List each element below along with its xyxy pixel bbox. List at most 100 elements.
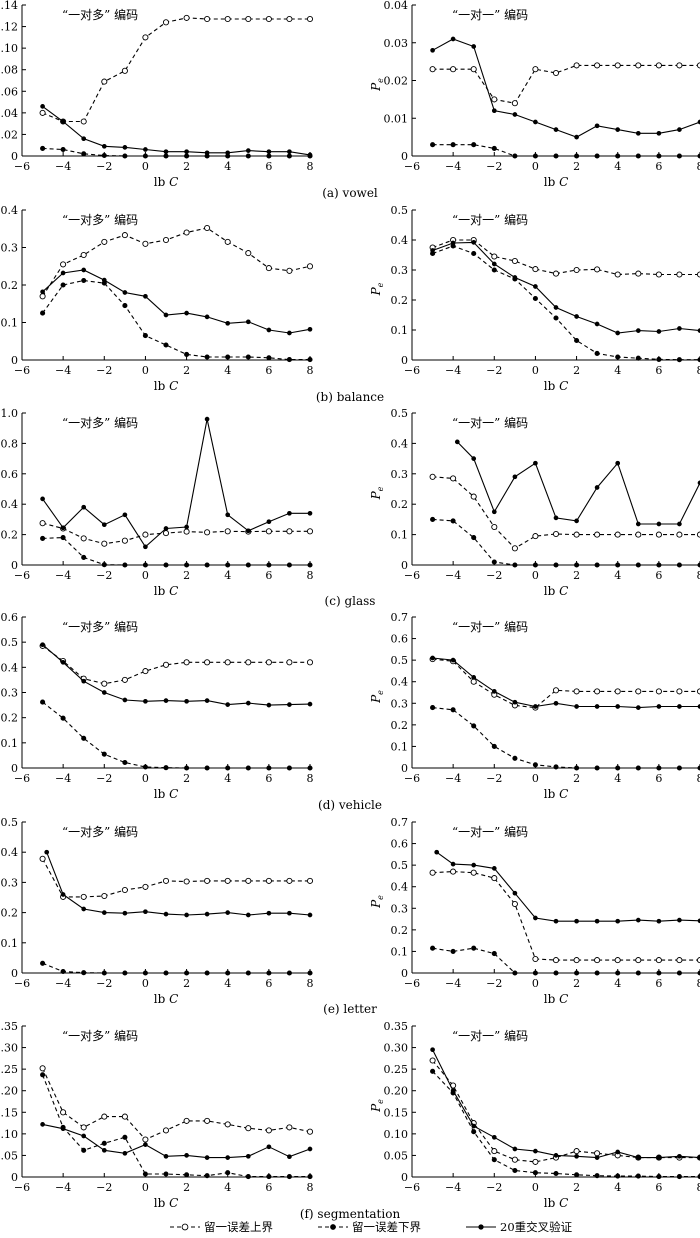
series-line [46,852,311,916]
series-0 [39,14,314,125]
data-point [615,704,621,709]
y-tick-label: 0.6 [391,633,409,646]
data-point [101,78,108,85]
data-point [245,970,251,976]
data-point [696,271,700,278]
y-tick-label: 0.6 [1,468,19,481]
data-point [615,918,621,924]
data-point [635,62,642,69]
data-point [121,676,128,683]
series-line [42,645,310,685]
data-point [594,1155,600,1160]
data-point [184,912,189,918]
y-tick-label: 0.30 [0,1042,18,1055]
data-point [696,957,700,964]
x-tick-label: 4 [224,160,231,173]
data-point [163,562,169,568]
x-tick-label: 4 [614,977,621,990]
data-point [491,108,497,114]
data-point [511,257,518,265]
data-point [306,528,314,535]
data-point [183,1117,190,1124]
data-point [533,704,538,709]
y-axis-label: Pe [369,282,385,296]
data-point [594,970,600,976]
y-tick-label: 0 [401,150,408,163]
series-0 [39,855,314,900]
data-point [204,529,211,536]
x-tick-label: 8 [697,364,700,377]
x-tick-label: 2 [183,364,190,377]
x-tick-label: 2 [183,977,190,990]
data-point [142,764,148,770]
data-point [471,535,477,541]
y-tick-label: 0.08 [0,64,18,77]
y-tick-label: 0.05 [0,1149,18,1162]
data-point [594,266,601,273]
chart-letter-one-vs-one: 0 0.1 0.2 0.3 0.4 0.5 0.6 0.7 −6 −4 −2 0 2 4 6 8 lb C Pe “… [369,816,700,1006]
data-point [184,765,190,771]
coding-annotation: “一对多” 编码 [62,619,138,634]
y-tick-label: 0.02 [384,75,409,88]
y-tick-label: 0.10 [0,1128,18,1141]
x-axis-label: lb C [544,992,569,1006]
data-point [491,523,498,531]
data-point [677,917,682,923]
data-point [430,248,435,253]
data-point [39,293,46,300]
data-point [204,659,211,666]
data-point [287,702,292,707]
data-point [676,970,682,976]
y-tick-label: 0.03 [384,37,409,50]
data-point [204,416,210,422]
series-0 [429,62,700,107]
data-point [184,153,190,159]
y-tick-label: 0.7 [391,816,409,829]
data-point [553,305,559,310]
x-tick-label: −6 [404,569,420,582]
x-tick-label: 0 [142,977,149,990]
series-line [42,537,310,566]
y-tick-label: 0.3 [391,468,409,481]
data-point [635,957,642,964]
y-tick-label: 0.05 [384,1149,409,1162]
series-0 [429,1057,700,1165]
x-tick-label: 0 [142,160,149,173]
data-point [60,715,66,721]
data-point [286,1174,292,1180]
data-point [142,240,149,247]
data-point [553,764,559,770]
y-tick-label: 0.2 [391,294,409,307]
data-point [80,535,87,542]
data-point [224,1121,231,1128]
data-point [533,284,538,289]
data-point [40,104,45,109]
data-point [163,312,169,318]
data-point [183,878,190,885]
data-point [656,970,662,976]
data-point [615,354,621,360]
data-point [307,765,313,771]
x-tick-label: 4 [224,772,231,785]
data-point [676,957,683,964]
data-point [677,127,682,132]
data-point [615,970,621,976]
coding-annotation: “一对一” 编码 [452,824,528,839]
x-tick-label: −4 [445,569,461,582]
data-point [552,687,560,694]
y-tick-label: 0.06 [0,85,18,98]
coding-annotation: “一对多” 编码 [62,1028,138,1043]
data-point [306,659,314,666]
data-point [635,328,641,333]
data-point [184,1172,190,1178]
x-tick-label: −4 [55,160,71,173]
data-point [614,688,621,695]
data-point [471,1129,477,1135]
data-point [183,229,190,236]
data-point [532,295,538,302]
y-tick-label: 0 [11,150,18,163]
data-point [676,1174,682,1180]
data-point [142,1171,148,1177]
data-point [286,357,292,363]
y-tick-label: 0.35 [0,1020,18,1033]
